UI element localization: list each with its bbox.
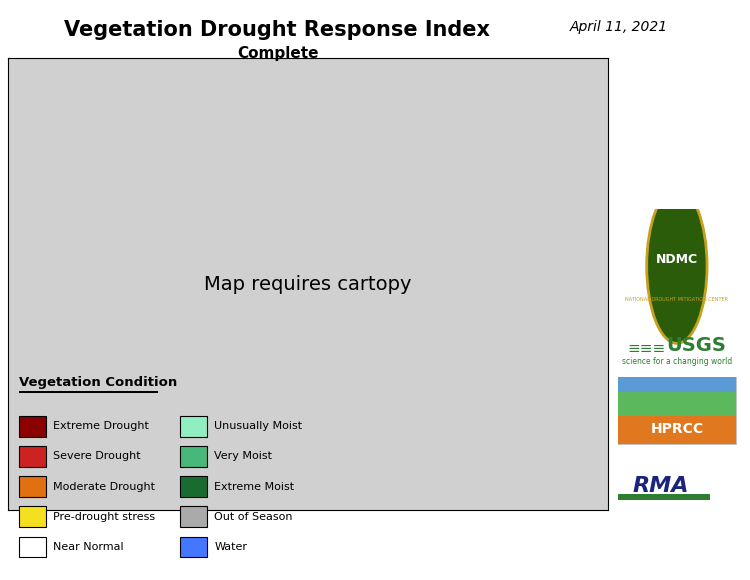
Text: Water: Water — [214, 542, 248, 552]
Text: NDMC: NDMC — [656, 253, 698, 266]
Text: Vegetation Condition: Vegetation Condition — [19, 376, 177, 389]
Text: RMA: RMA — [633, 476, 689, 496]
Bar — [618, 416, 736, 444]
FancyBboxPatch shape — [618, 377, 736, 444]
Text: Very Moist: Very Moist — [214, 451, 272, 462]
Text: Out of Season: Out of Season — [214, 512, 293, 522]
Text: ≡≡≡: ≡≡≡ — [627, 341, 665, 356]
Text: NATIONAL DROUGHT MITIGATION CENTER: NATIONAL DROUGHT MITIGATION CENTER — [626, 297, 728, 302]
Text: Moderate Drought: Moderate Drought — [53, 481, 155, 492]
Text: Extreme Drought: Extreme Drought — [53, 421, 149, 432]
Text: HPRCC: HPRCC — [650, 422, 704, 436]
Circle shape — [646, 188, 707, 343]
Text: Near Normal: Near Normal — [53, 542, 124, 552]
Text: Pre-drought stress: Pre-drought stress — [53, 512, 155, 522]
Text: April 11, 2021: April 11, 2021 — [570, 20, 668, 34]
Text: Extreme Moist: Extreme Moist — [214, 481, 295, 492]
Bar — [618, 494, 710, 500]
Text: Map requires cartopy: Map requires cartopy — [204, 275, 411, 293]
Text: Complete: Complete — [237, 46, 318, 61]
Text: science for a changing world: science for a changing world — [622, 357, 732, 367]
Text: Vegetation Drought Response Index: Vegetation Drought Response Index — [64, 20, 491, 40]
Text: Severe Drought: Severe Drought — [53, 451, 141, 462]
Text: Unusually Moist: Unusually Moist — [214, 421, 302, 432]
Bar — [618, 377, 736, 392]
Text: USGS: USGS — [666, 336, 726, 354]
Bar — [618, 392, 736, 416]
